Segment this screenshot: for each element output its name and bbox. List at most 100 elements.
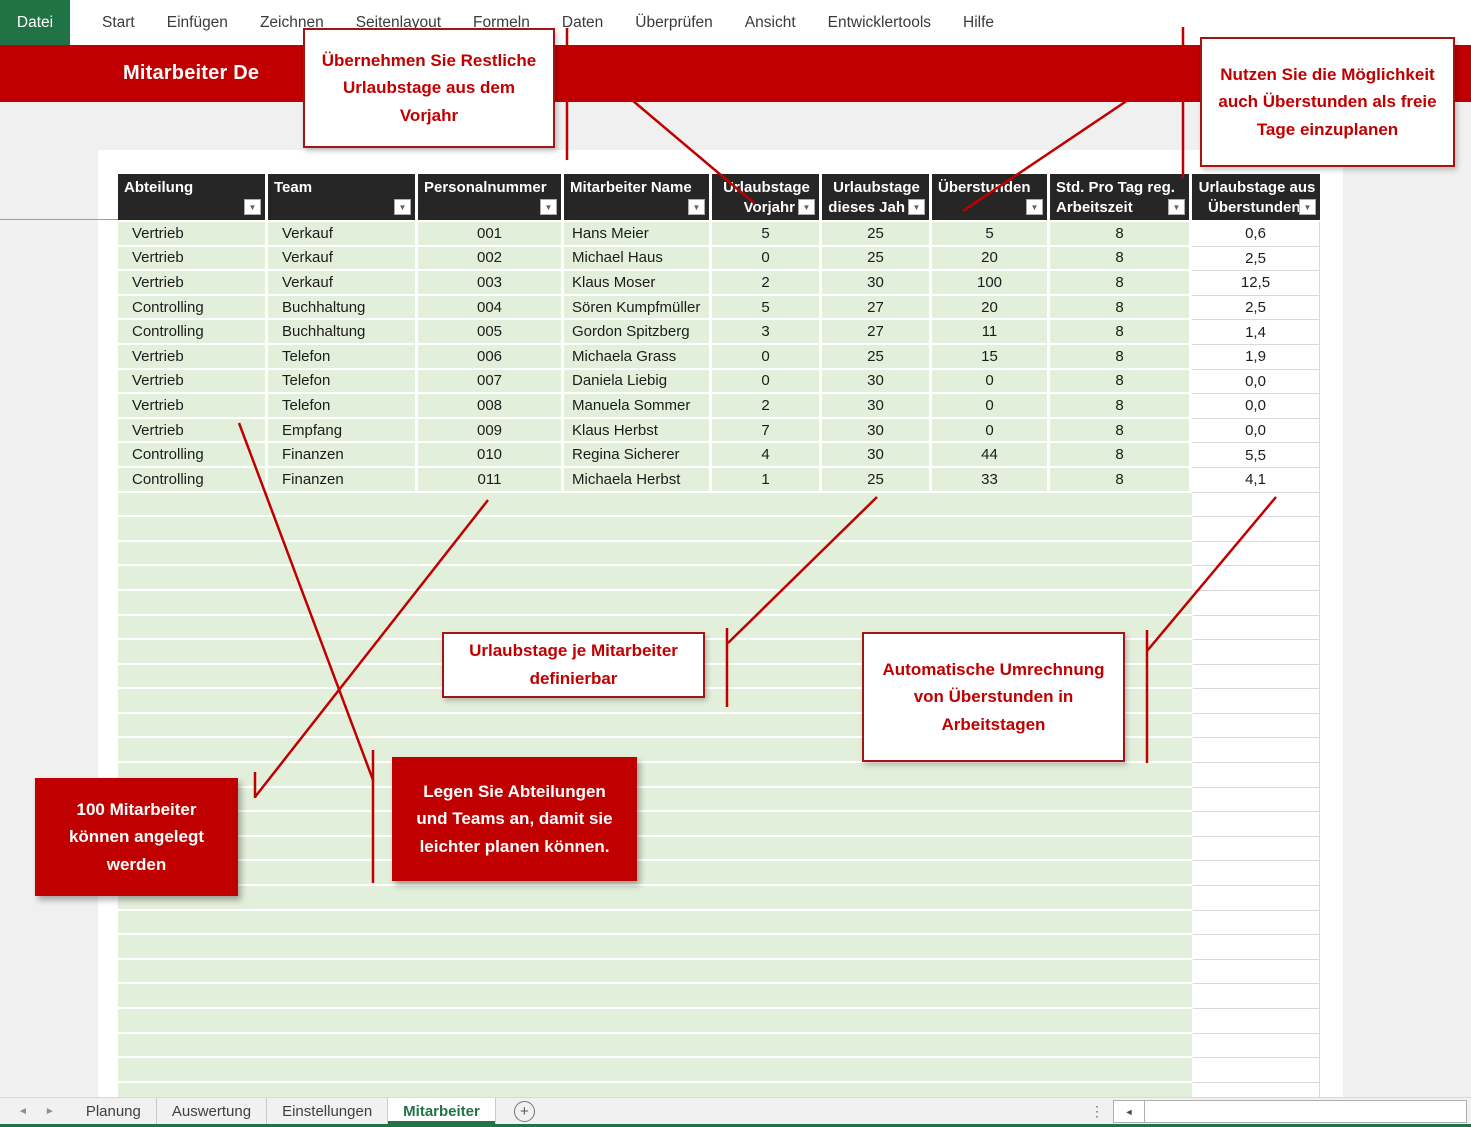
cell-personalnummer[interactable]: 010 [418,443,564,468]
cell-mitarbeiter-name[interactable]: Regina Sicherer [564,443,712,468]
column-header-personalnummer[interactable]: Personalnummer ▼ [418,174,564,220]
cell-mitarbeiter-name[interactable]: Manuela Sommer [564,394,712,419]
cell-mitarbeiter-name[interactable]: Hans Meier [564,222,712,247]
cell-urlaubstage-vorjahr[interactable]: 4 [712,443,822,468]
empty-green-cells[interactable] [118,517,1192,542]
empty-white-cell[interactable] [1192,959,1320,985]
cell-mitarbeiter-name[interactable]: Gordon Spitzberg [564,320,712,345]
empty-white-cell[interactable] [1192,1058,1320,1083]
empty-green-cells[interactable] [118,812,1192,837]
cell-urlaubstage-dieses-jahr[interactable]: 25 [822,246,932,272]
menu-item-entwicklertools[interactable]: Entwicklertools [827,13,932,31]
cell-urlaubstage-aus-ueberstunden[interactable]: 0,0 [1192,418,1320,444]
cell-ueberstunden[interactable]: 33 [932,467,1050,493]
empty-white-cell[interactable] [1192,590,1320,616]
cell-urlaubstage-dieses-jahr[interactable]: 30 [822,369,932,395]
cell-abteilung[interactable]: Vertrieb [118,344,268,370]
empty-green-cells[interactable] [118,566,1192,591]
empty-white-cell[interactable] [1192,836,1320,862]
empty-table-row[interactable] [118,910,1320,936]
menu-item-einfuegen[interactable]: Einfügen [166,13,228,31]
menu-item-hilfe[interactable]: Hilfe [963,13,995,31]
cell-std-pro-tag[interactable]: 8 [1050,344,1192,370]
cell-urlaubstage-vorjahr[interactable]: 2 [712,394,822,419]
empty-white-cell[interactable] [1192,615,1320,641]
column-header-urlaubstage-dieses-jahr[interactable]: Urlaubstage dieses Jah ▼ [822,174,932,220]
cell-urlaubstage-vorjahr[interactable]: 0 [712,369,822,395]
tab-nav-right-icon[interactable]: ► [44,1105,55,1117]
menu-item-zeichnen[interactable]: Zeichnen [259,13,324,31]
cell-ueberstunden[interactable]: 100 [932,271,1050,296]
add-sheet-button[interactable]: + [513,1100,535,1122]
empty-white-cell[interactable] [1192,664,1320,690]
cell-urlaubstage-aus-ueberstunden[interactable]: 12,5 [1192,271,1320,296]
cell-ueberstunden[interactable]: 15 [932,344,1050,370]
scroll-left-button[interactable]: ◄ [1113,1100,1145,1123]
cell-mitarbeiter-name[interactable]: Michaela Grass [564,344,712,370]
menu-item-start[interactable]: Start [102,13,135,31]
empty-green-cells[interactable] [118,1082,1192,1097]
cell-urlaubstage-dieses-jahr[interactable]: 25 [822,467,932,493]
cell-std-pro-tag[interactable]: 8 [1050,418,1192,444]
cell-team[interactable]: Verkauf [268,222,418,247]
empty-table-row[interactable] [118,640,1320,665]
cell-abteilung[interactable]: Controlling [118,295,268,321]
filter-dropdown-icon[interactable]: ▼ [688,199,705,215]
cell-team[interactable]: Finanzen [268,443,418,468]
empty-table-row[interactable] [118,689,1320,714]
empty-table-row[interactable] [118,861,1320,887]
cell-team[interactable]: Finanzen [268,467,418,493]
empty-green-cells[interactable] [118,861,1192,887]
cell-ueberstunden[interactable]: 0 [932,418,1050,444]
empty-white-cell[interactable] [1192,517,1320,542]
empty-table-row[interactable] [118,590,1320,616]
column-header-std-pro-tag[interactable]: Std. Pro Tag reg. Arbeitszeit ▼ [1050,174,1192,220]
menu-item-ueberpruefen[interactable]: Überprüfen [635,13,713,31]
cell-urlaubstage-dieses-jahr[interactable]: 30 [822,271,932,296]
empty-white-cell[interactable] [1192,1009,1320,1034]
cell-abteilung[interactable]: Vertrieb [118,418,268,444]
cell-personalnummer[interactable]: 007 [418,369,564,395]
cell-urlaubstage-dieses-jahr[interactable]: 30 [822,418,932,444]
empty-white-cell[interactable] [1192,738,1320,764]
cell-urlaubstage-vorjahr[interactable]: 3 [712,320,822,345]
cell-urlaubstage-vorjahr[interactable]: 0 [712,344,822,370]
sheet-tab-mitarbeiter[interactable]: Mitarbeiter [388,1098,496,1124]
empty-table-row[interactable] [118,615,1320,641]
cell-personalnummer[interactable]: 002 [418,246,564,272]
cell-personalnummer[interactable]: 008 [418,394,564,419]
cell-personalnummer[interactable]: 005 [418,320,564,345]
cell-std-pro-tag[interactable]: 8 [1050,271,1192,296]
scrollbar-track[interactable] [1145,1100,1467,1123]
cell-urlaubstage-dieses-jahr[interactable]: 30 [822,394,932,419]
cell-urlaubstage-aus-ueberstunden[interactable]: 0,0 [1192,394,1320,419]
empty-table-row[interactable] [118,664,1320,690]
column-header-team[interactable]: Team ▼ [268,174,418,220]
empty-white-cell[interactable] [1192,935,1320,960]
cell-ueberstunden[interactable]: 0 [932,369,1050,395]
cell-abteilung[interactable]: Controlling [118,443,268,468]
empty-green-cells[interactable] [118,1009,1192,1034]
filter-dropdown-icon[interactable]: ▼ [798,199,815,215]
cell-urlaubstage-vorjahr[interactable]: 5 [712,222,822,247]
empty-green-cells[interactable] [118,836,1192,862]
filter-dropdown-icon[interactable]: ▼ [540,199,557,215]
cell-ueberstunden[interactable]: 11 [932,320,1050,345]
empty-white-cell[interactable] [1192,886,1320,911]
empty-white-cell[interactable] [1192,1082,1320,1097]
cell-mitarbeiter-name[interactable]: Michaela Herbst [564,467,712,493]
cell-ueberstunden[interactable]: 0 [932,394,1050,419]
column-header-urlaubstage-vorjahr[interactable]: Urlaubstage Vorjahr ▼ [712,174,822,220]
sheet-tab-planung[interactable]: Planung [71,1098,157,1124]
sheet-tab-einstellungen[interactable]: Einstellungen [267,1098,389,1124]
empty-table-row[interactable] [118,1082,1320,1097]
empty-table-row[interactable] [118,1058,1320,1083]
cell-ueberstunden[interactable]: 5 [932,222,1050,247]
empty-green-cells[interactable] [118,886,1192,911]
empty-green-cells[interactable] [118,959,1192,985]
cell-urlaubstage-aus-ueberstunden[interactable]: 0,6 [1192,222,1320,247]
empty-white-cell[interactable] [1192,861,1320,887]
cell-urlaubstage-aus-ueberstunden[interactable]: 2,5 [1192,246,1320,272]
empty-table-row[interactable] [118,541,1320,567]
cell-urlaubstage-dieses-jahr[interactable]: 27 [822,295,932,321]
